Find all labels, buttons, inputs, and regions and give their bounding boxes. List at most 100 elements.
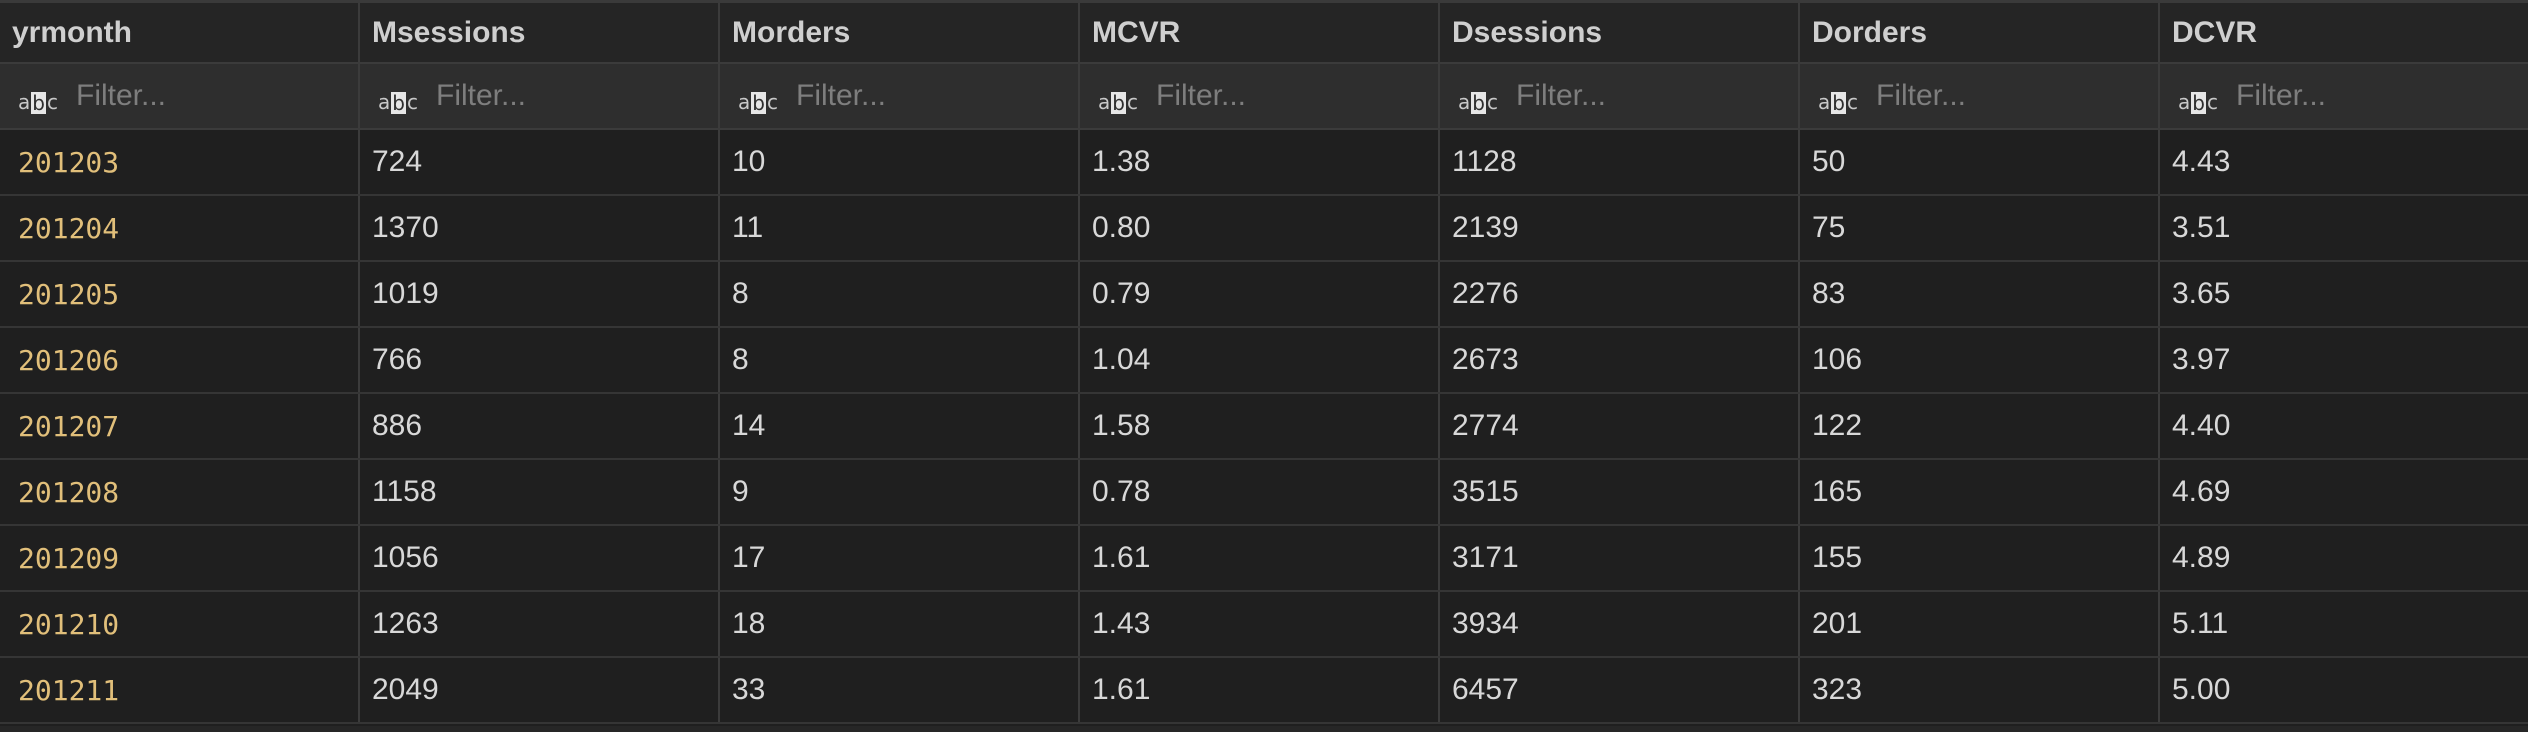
table-cell-dsessions[interactable]: 2774 — [1440, 394, 1800, 458]
filter-input-dcvr[interactable] — [2236, 79, 2496, 113]
table-cell-mcvr[interactable]: 0.80 — [1080, 196, 1440, 260]
filter-input-yrmonth[interactable] — [76, 79, 336, 113]
column-header-dsessions[interactable]: Dsessions — [1440, 3, 1800, 62]
table-cell-mcvr[interactable]: 0.79 — [1080, 262, 1440, 326]
filter-row: abc abc abc abc abc abc abc — [0, 64, 2528, 130]
table-cell-dorders[interactable]: 323 — [1800, 658, 2160, 722]
table-cell-dsessions[interactable]: 2276 — [1440, 262, 1800, 326]
table-cell-yrmonth[interactable]: 201203 — [0, 130, 360, 194]
table-cell-dcvr[interactable]: 3.51 — [2172, 211, 2231, 244]
column-header-msessions[interactable]: Msessions — [360, 3, 720, 62]
table-body: 201203 724 10 1.38 1128 50 4.43 201204 1370 11 0.8… — [0, 130, 2528, 724]
table-cell-dorders[interactable]: 165 — [1800, 460, 2160, 524]
table-cell-morders[interactable]: 17 — [720, 526, 1080, 590]
table-cell-msessions[interactable]: 886 — [360, 394, 720, 458]
column-header-mcvr[interactable]: MCVR — [1080, 3, 1440, 62]
column-header-morders[interactable]: Morders — [720, 3, 1080, 62]
table-cell-dsessions[interactable]: 1128 — [1440, 130, 1800, 194]
table-cell-dcvr[interactable]: 4.89 — [2172, 541, 2231, 574]
table-cell-yrmonth[interactable]: 201204 — [0, 196, 360, 260]
table-row[interactable]: 201206 766 8 1.04 2673 106 3.97 — [0, 328, 2528, 394]
table-cell-dsessions[interactable]: 3934 — [1440, 592, 1800, 656]
table-cell-dcvr[interactable]: 4.40 — [2172, 409, 2231, 442]
table-cell-morders[interactable]: 18 — [720, 592, 1080, 656]
table-cell-morders[interactable]: 14 — [720, 394, 1080, 458]
table-cell-dsessions[interactable]: 3171 — [1440, 526, 1800, 590]
table-cell-msessions[interactable]: 1056 — [360, 526, 720, 590]
table-cell-msessions[interactable]: 2049 — [360, 658, 720, 722]
table-row[interactable]: 201204 1370 11 0.80 2139 75 3.51 — [0, 196, 2528, 262]
table-cell-yrmonth[interactable]: 201207 — [0, 394, 360, 458]
table-cell-dsessions[interactable]: 2673 — [1440, 328, 1800, 392]
filter-input-dorders[interactable] — [1876, 79, 2136, 113]
table-cell-msessions[interactable]: 1158 — [360, 460, 720, 524]
table-cell-mcvr[interactable]: 0.78 — [1080, 460, 1440, 524]
table-row[interactable]: 201207 886 14 1.58 2774 122 4.40 — [0, 394, 2528, 460]
table-cell-dsessions[interactable]: 2139 — [1440, 196, 1800, 260]
table-cell-yrmonth[interactable]: 201205 — [0, 262, 360, 326]
table-cell-morders[interactable]: 8 — [720, 328, 1080, 392]
table-cell-msessions[interactable]: 724 — [360, 130, 720, 194]
table-cell-dcvr[interactable]: 4.43 — [2172, 145, 2231, 178]
table-row[interactable]: 201210 1263 18 1.43 3934 201 5.11 — [0, 592, 2528, 658]
table-cell-yrmonth[interactable]: 201211 — [0, 658, 360, 722]
table-cell-msessions[interactable]: 1019 — [360, 262, 720, 326]
table-cell-yrmonth[interactable]: 201210 — [0, 592, 360, 656]
table-cell-msessions[interactable]: 1263 — [360, 592, 720, 656]
table-cell-morders[interactable]: 10 — [720, 130, 1080, 194]
table-cell-mcvr[interactable]: 1.61 — [1080, 526, 1440, 590]
table-cell-dorders[interactable]: 201 — [1800, 592, 2160, 656]
table-cell-mcvr[interactable]: 1.61 — [1080, 658, 1440, 722]
table-cell-dorders[interactable]: 106 — [1800, 328, 2160, 392]
column-header-yrmonth[interactable]: yrmonth — [0, 3, 360, 62]
column-header-dorders[interactable]: Dorders — [1800, 3, 2160, 62]
filter-input-mcvr[interactable] — [1156, 79, 1416, 113]
table-cell-dsessions[interactable]: 3515 — [1440, 460, 1800, 524]
table-cell-yrmonth[interactable]: 201209 — [0, 526, 360, 590]
table-cell-msessions[interactable]: 1370 — [360, 196, 720, 260]
table-cell-mcvr[interactable]: 1.04 — [1080, 328, 1440, 392]
table-cell-dsessions[interactable]: 6457 — [1440, 658, 1800, 722]
table-cell-dorders[interactable]: 155 — [1800, 526, 2160, 590]
table-cell-msessions[interactable]: 766 — [360, 328, 720, 392]
filter-input-morders[interactable] — [796, 79, 1056, 113]
filter-input-msessions[interactable] — [436, 79, 696, 113]
table-cell-morders[interactable]: 33 — [720, 658, 1080, 722]
table-cell-dorders[interactable]: 75 — [1800, 196, 2160, 260]
table-cell-mcvr[interactable]: 1.38 — [1080, 130, 1440, 194]
horizontal-scrollbar-track[interactable] — [0, 726, 2528, 732]
header-row: yrmonth Msessions Morders MCVR Dsessions… — [0, 3, 2528, 64]
table-cell-dcvr[interactable]: 4.69 — [2172, 475, 2231, 508]
table-cell-yrmonth[interactable]: 201208 — [0, 460, 360, 524]
table-cell-mcvr[interactable]: 1.43 — [1080, 592, 1440, 656]
table-cell-dcvr[interactable]: 5.00 — [2172, 673, 2231, 706]
table-row[interactable]: 201203 724 10 1.38 1128 50 4.43 — [0, 130, 2528, 196]
table-cell-morders[interactable]: 8 — [720, 262, 1080, 326]
table-cell-dorders[interactable]: 122 — [1800, 394, 2160, 458]
table-row[interactable]: 201211 2049 33 1.61 6457 323 5.00 — [0, 658, 2528, 724]
table-cell-dcvr[interactable]: 5.11 — [2172, 607, 2229, 640]
table-cell-morders[interactable]: 9 — [720, 460, 1080, 524]
table-cell-dcvr[interactable]: 3.65 — [2172, 277, 2231, 310]
table-row[interactable]: 201208 1158 9 0.78 3515 165 4.69 — [0, 460, 2528, 526]
table-cell-dorders[interactable]: 50 — [1800, 130, 2160, 194]
filter-input-dsessions[interactable] — [1516, 79, 1776, 113]
table-row[interactable]: 201209 1056 17 1.61 3171 155 4.89 — [0, 526, 2528, 592]
table-cell-dorders[interactable]: 83 — [1800, 262, 2160, 326]
table-row[interactable]: 201205 1019 8 0.79 2276 83 3.65 — [0, 262, 2528, 328]
column-header-dcvr[interactable]: DCVR — [2172, 15, 2258, 49]
table-cell-morders[interactable]: 11 — [720, 196, 1080, 260]
table-cell-dcvr[interactable]: 3.97 — [2172, 343, 2231, 376]
table-cell-mcvr[interactable]: 1.58 — [1080, 394, 1440, 458]
table-cell-yrmonth[interactable]: 201206 — [0, 328, 360, 392]
